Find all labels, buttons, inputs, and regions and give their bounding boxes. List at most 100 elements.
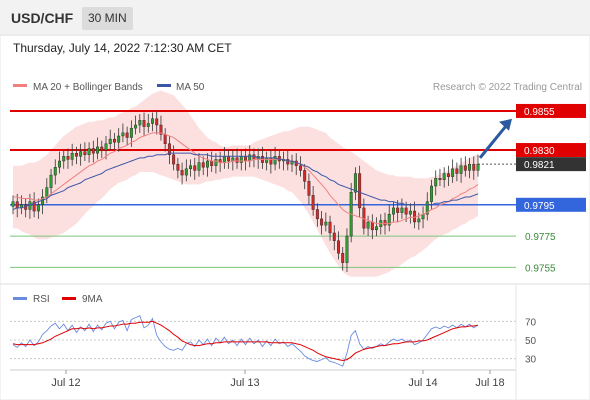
ma50-line [12,152,479,210]
level-label-0.9830: 0.9830 [524,146,555,157]
moving-averages [12,132,479,225]
candle-body [70,152,74,160]
candle-body [311,195,315,210]
level-label-0.9775: 0.9775 [525,232,556,243]
rsi-lines [12,315,479,367]
candle-body [451,168,455,177]
level-tag-0.9830 [516,143,586,158]
level-label-0.9855: 0.9855 [524,107,555,118]
candle-body [370,221,374,231]
candle-body [239,156,243,163]
candle-body [121,132,125,137]
candle-body [227,156,231,162]
candle-body [58,160,61,168]
x-tick-label: Jul 13 [230,377,259,389]
candle-body [180,170,184,176]
candle-body [396,207,400,213]
interval-badge[interactable]: 30 MIN [82,7,133,30]
rsi-grid: 70 50 30 [10,317,537,366]
candle-body [108,138,112,144]
candle-body [353,173,357,193]
candle-body [298,165,302,171]
candle-body [74,152,78,157]
x-axis-ticks: Jul 12 Jul 13 Jul 14 Jul 18 [51,370,505,389]
candle-body [337,240,340,254]
candle-body [134,124,138,129]
candle-body [11,201,15,207]
candle-body [430,185,433,202]
candle-body [235,157,239,163]
candle-body [468,163,472,171]
candle-body [438,178,442,180]
candle-body [345,235,349,263]
level-label-0.9755: 0.9755 [525,263,556,274]
rsi-ma-line [12,320,479,362]
level-labels: 0.9855 0.9830 0.9795 0.9775 0.9755 0.9821 [516,103,586,274]
candle-body [404,207,408,215]
candle-body [463,165,467,171]
candle-body [459,165,463,174]
x-tick-label: Jul 12 [51,377,80,389]
candle-body [155,118,159,126]
candle-body [129,127,133,138]
candle-body [383,220,387,226]
candle-body [400,207,404,213]
candle-body [248,154,252,162]
candle-body [96,146,100,154]
candle-body [197,162,201,171]
ma50-legend-label: MA 50 [176,82,205,93]
candle-body [66,156,70,160]
candle-body [332,232,336,241]
candle-body [417,218,421,223]
candle-body [138,120,142,126]
rsi-legend-label: RSI [33,294,50,305]
rsi-ma-legend-swatch [62,297,76,300]
candle-body [163,134,167,144]
forecast-arrow [478,118,512,159]
bollinger-band-area [13,90,478,277]
candle-body [341,253,345,263]
candle-body [100,146,104,151]
rsi-legend-swatch [13,297,27,300]
level-label-0.9795: 0.9795 [524,201,555,212]
candle-body [32,201,36,212]
bollinger-bands [13,90,478,277]
header-bar: USD/CHF 30 MIN [0,0,590,36]
current-price-label: 0.9821 [524,160,555,171]
candle-body [472,163,476,171]
chart-frame [0,34,590,400]
candle-body [142,120,146,127]
candle-body [434,178,438,187]
candle-body [210,160,214,166]
candle-body [324,221,328,226]
candle-body [269,157,273,165]
candle-body [193,165,197,171]
candle-body [91,148,95,154]
ma20-line [13,132,479,225]
candle-body [125,132,129,138]
candle-body [184,168,188,176]
ma50-legend-swatch [157,84,171,87]
candle-body [358,173,362,209]
rsi-line [12,315,479,367]
candle-body [104,143,108,151]
candle-body [408,210,412,215]
candle-body [265,157,269,163]
rsi-ma-legend-label: 9MA [82,294,103,305]
candle-body [53,167,57,176]
forecast-arrow-head [499,118,512,131]
candle-body [45,187,49,198]
x-tick-label: Jul 18 [475,377,504,389]
candle-body [244,156,247,162]
chart-timestamp: Thursday, July 14, 2022 7:12:30 AM CET [13,41,232,55]
rsi-tick-50: 50 [525,336,537,347]
candle-body [151,118,154,124]
candle-body [49,174,53,188]
candle-body [87,148,91,155]
candle-body [205,160,209,168]
candle-body [172,154,176,165]
candle-body [176,163,180,171]
candle-body [117,135,121,143]
candle-body [222,156,226,163]
